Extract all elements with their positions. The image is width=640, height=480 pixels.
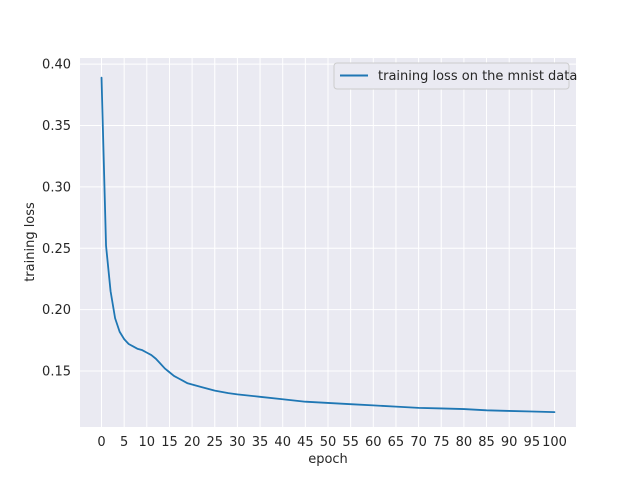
x-tick-label: 0	[97, 435, 105, 450]
x-tick-label: 10	[139, 435, 156, 450]
x-tick-label: 80	[456, 435, 473, 450]
x-tick-label: 90	[501, 435, 518, 450]
x-tick-label: 35	[252, 435, 269, 450]
x-tick-labels: 0 5 10 15 20 25 30 35 40 45 50 55 60 65 70 75 80 85 90 95 10…	[97, 435, 567, 450]
y-tick-label: 0.20	[42, 303, 71, 318]
series-layer	[100, 76, 556, 414]
y-tick-labels: 0.15 0.20 0.25 0.30 0.35 0.40	[42, 58, 71, 380]
x-tick-label: 50	[320, 435, 337, 450]
x-tick-label: 15	[161, 435, 178, 450]
x-tick-label: 20	[184, 435, 201, 450]
legend-label: training loss on the mnist data	[378, 69, 577, 84]
x-tick-label: 95	[524, 435, 541, 450]
x-tick-label: 30	[229, 435, 246, 450]
x-tick-label: 100	[542, 435, 567, 450]
x-tick-label: 5	[120, 435, 128, 450]
x-tick-label: 85	[478, 435, 495, 450]
x-axis-title: epoch	[308, 452, 348, 467]
x-tick-label: 45	[297, 435, 314, 450]
x-tick-label: 65	[388, 435, 405, 450]
x-tick-label: 60	[365, 435, 382, 450]
x-tick-label: 55	[342, 435, 359, 450]
x-tick-label: 25	[206, 435, 223, 450]
legend-box	[333, 62, 570, 90]
x-tick-label: 75	[433, 435, 450, 450]
legend: training loss on the mnist data	[333, 62, 577, 90]
y-tick-label: 0.35	[42, 119, 71, 134]
y-tick-label: 0.15	[42, 365, 71, 380]
grid-lines	[80, 58, 576, 427]
y-tick-label: 0.30	[42, 180, 71, 195]
series-line	[100, 76, 556, 414]
y-axis-title: training loss	[23, 202, 38, 282]
x-tick-label: 40	[274, 435, 291, 450]
y-tick-label: 0.25	[42, 242, 71, 257]
x-tick-label: 70	[410, 435, 427, 450]
y-tick-label: 0.40	[42, 58, 71, 73]
